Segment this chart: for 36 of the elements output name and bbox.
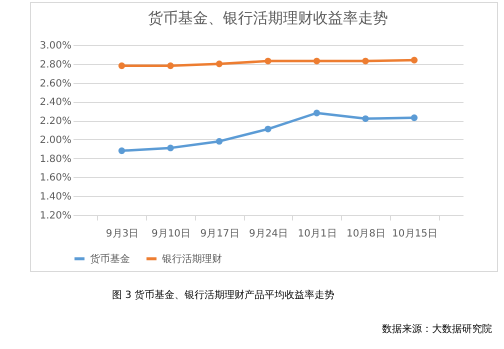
point xyxy=(313,58,320,64)
y-tick-label: 1.40% xyxy=(40,192,72,203)
x-tick-label: 9月17日 xyxy=(200,228,240,240)
legend-label: 货币基金 xyxy=(90,252,130,265)
point xyxy=(410,56,418,64)
point xyxy=(264,58,272,64)
legend-label: 银行活期理财 xyxy=(161,252,222,265)
x-tick-label: 10月15日 xyxy=(392,228,438,240)
y-tick-label: 1.60% xyxy=(40,172,72,184)
point xyxy=(264,126,272,132)
point xyxy=(167,144,174,152)
point xyxy=(167,62,174,70)
caption: 图 3 货币基金、银行活期理财产品平均收益率走势 xyxy=(112,288,335,302)
x-tick-label: 9月3日 xyxy=(106,228,139,240)
y-tick-label: 2.40% xyxy=(40,97,72,108)
point xyxy=(118,147,126,154)
x-tick-label: 10月8日 xyxy=(346,228,386,240)
y-tick-label: 2.00% xyxy=(40,134,72,146)
point xyxy=(313,110,320,116)
y-tick-label: 2.60% xyxy=(40,78,72,90)
x-tick-label: 9月10日 xyxy=(151,228,191,240)
point xyxy=(362,58,369,64)
point xyxy=(216,60,223,68)
y-tick-label: 2.20% xyxy=(40,116,72,128)
point xyxy=(118,62,126,70)
y-tick-label: 1.20% xyxy=(40,210,72,222)
x-tick-label: 10月1日 xyxy=(298,228,337,240)
point xyxy=(362,115,369,122)
y-tick-label: 1.80% xyxy=(40,154,72,165)
point xyxy=(410,114,418,122)
y-tick-label: 3.00% xyxy=(40,40,72,52)
point xyxy=(216,138,223,145)
y-tick-label: 2.80% xyxy=(40,59,72,70)
source-note: 数据来源：大数据研究院 xyxy=(382,322,492,336)
chart-title: 货币基金、银行活期理财收益率走势 xyxy=(148,9,388,27)
x-tick-label: 9月24日 xyxy=(248,228,288,240)
